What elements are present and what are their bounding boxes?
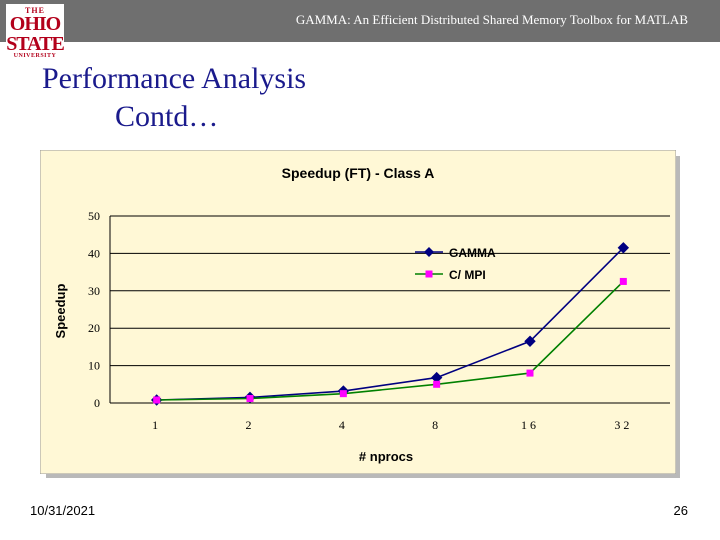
x-tick-label: 1: [152, 418, 161, 432]
axes: [109, 216, 670, 404]
logo-line-3: STATE: [6, 33, 65, 55]
x-tick-label: 2: [246, 418, 255, 432]
plot-area: [110, 216, 670, 403]
data-point: [433, 380, 441, 388]
data-point: [246, 395, 254, 403]
chart-panel: 0 10 20 30 40 50 1 2 4 8 16 32 GAMMA C/ MPI Speedup …: [39, 149, 677, 475]
data-point: [526, 369, 534, 377]
logo-line-2: OHIO: [9, 13, 61, 35]
tick-labels: 0 10 20 30 40 50 1 2 4 8 16 32: [88, 209, 632, 432]
gridlines: [110, 215, 670, 404]
slide-subtitle: Contd…: [115, 100, 219, 133]
series-line-gamma: [156, 247, 624, 401]
legend-label: GAMMA: [449, 246, 496, 260]
legend-marker: [425, 270, 433, 278]
series-line-c-mpi: [156, 280, 624, 401]
data-point: [619, 277, 627, 285]
y-tick-label: 40: [88, 246, 100, 260]
data-point: [617, 242, 630, 254]
deck-title: GAMMA: An Efficient Distributed Shared M…: [295, 12, 688, 27]
data-point: [339, 390, 347, 398]
data-point: [153, 396, 161, 404]
logo-line-4: UNIVERSITY: [13, 53, 57, 59]
data-point: [524, 335, 536, 347]
y-axis-label: Speedup: [53, 283, 68, 338]
logo-line-1: THE: [25, 6, 45, 15]
speedup-chart: 0 10 20 30 40 50 1 2 4 8 16 32 GAMMA C/ MPI Speedup …: [39, 149, 677, 475]
y-tick-label: 0: [94, 396, 100, 410]
x-tick-label: 32: [614, 418, 632, 432]
x-tick-label: 4: [339, 418, 348, 432]
page-number: 26: [673, 503, 688, 518]
data-series: [150, 242, 630, 406]
x-tick-label: 8: [432, 418, 441, 432]
chart-title: Speedup (FT) - Class A: [282, 165, 435, 181]
y-tick-label: 50: [88, 209, 100, 223]
x-axis-label: # nprocs: [359, 449, 413, 464]
legend: GAMMA C/ MPI: [415, 246, 496, 282]
header-bar: GAMMA: An Efficient Distributed Shared M…: [0, 0, 720, 42]
university-logo: THE OHIO STATE UNIVERSITY: [6, 4, 65, 62]
y-tick-label: 20: [88, 321, 100, 335]
footer-date: 10/31/2021: [30, 503, 96, 518]
legend-label: C/ MPI: [449, 268, 486, 282]
y-tick-label: 10: [88, 359, 100, 373]
legend-marker: [424, 247, 434, 257]
slide-title: Performance Analysis: [42, 62, 307, 95]
x-tick-label: 16: [521, 418, 539, 432]
y-tick-label: 30: [88, 284, 100, 298]
